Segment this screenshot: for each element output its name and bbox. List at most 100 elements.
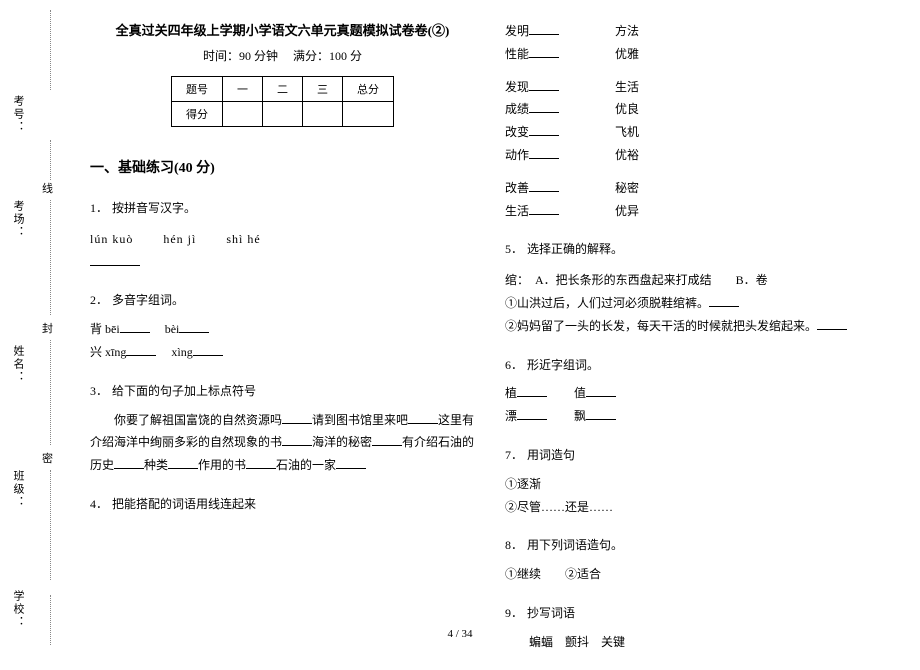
char: 漂 xyxy=(505,409,517,423)
table-cell xyxy=(263,102,303,127)
question-4: 4．把能搭配的词语用线连起来 xyxy=(90,493,475,516)
answer-blank[interactable] xyxy=(282,432,312,446)
pinyin: shì hé xyxy=(226,232,260,246)
section-heading: 一、基础练习(40 分) xyxy=(90,157,475,177)
answer-blank[interactable] xyxy=(586,406,616,420)
q5-line3-text: ②妈妈留了一头的长发，每天干活的时候就把头发绾起来。 xyxy=(505,319,817,333)
answer-blank[interactable] xyxy=(586,383,616,397)
q-num: 6． xyxy=(505,358,523,372)
binding-line xyxy=(50,200,51,315)
pair-left: 成绩 xyxy=(505,102,529,116)
q-text: 按拼音写汉字。 xyxy=(112,201,196,215)
multi-sound-row: 兴 xīng xìng xyxy=(90,341,475,364)
binding-label-school: 学校： xyxy=(10,590,26,629)
page-number: 4 / 34 xyxy=(447,628,472,640)
answer-blank[interactable] xyxy=(193,342,223,356)
answer-blank[interactable] xyxy=(126,342,156,356)
pair-right: 优雅 xyxy=(615,47,639,61)
answer-blank[interactable] xyxy=(336,455,366,469)
table-cell xyxy=(303,102,343,127)
answer-blank[interactable] xyxy=(529,145,559,159)
answer-blank[interactable] xyxy=(246,455,276,469)
score-table: 题号 一 二 三 总分 得分 xyxy=(171,76,394,127)
pair-left: 动作 xyxy=(505,148,529,162)
answer-blank[interactable] xyxy=(529,99,559,113)
pair-gap xyxy=(505,167,890,177)
left-column: 全真过关四年级上学期小学语文六单元真题模拟试卷卷(②) 时间：90 分钟 满分：… xyxy=(90,20,475,670)
answer-blank[interactable] xyxy=(529,122,559,136)
binding-line xyxy=(50,470,51,580)
q-num: 2． xyxy=(90,293,108,307)
q5-line2-text: ①山洪过后，人们过河必须脱鞋绾裤。 xyxy=(505,296,709,310)
answer-blank[interactable] xyxy=(529,77,559,91)
answer-blank[interactable] xyxy=(517,383,547,397)
question-2: 2． 多音字组词。 背 bēi bèi 兴 xīng xìng xyxy=(90,289,475,363)
answer-blank[interactable] xyxy=(529,201,559,215)
pair-row: 改善秘密 xyxy=(505,177,890,200)
question-9: 9．抄写词语 蝙蝠 颤抖 关键 xyxy=(505,602,890,654)
char: 植 xyxy=(505,386,517,400)
pair-left: 改善 xyxy=(505,181,529,195)
answer-blank[interactable] xyxy=(179,319,209,333)
table-header: 二 xyxy=(263,77,303,102)
q-num: 4． xyxy=(90,497,108,511)
q4-pairs: 发明方法 性能优雅 发现生活 成绩优良 改变飞机 动作优裕 改善秘密 生活优异 xyxy=(505,20,890,222)
pinyin: lún kuò xyxy=(90,232,133,246)
table-score-row: 得分 xyxy=(172,102,394,127)
binding-line xyxy=(50,340,51,445)
question-3: 3．给下面的句子加上标点符号 你要了解祖国富饶的自然资源吗请到图书馆里来吧这里有… xyxy=(90,380,475,477)
answer-blank[interactable] xyxy=(529,178,559,192)
q-num: 5． xyxy=(505,242,523,256)
blank-row xyxy=(90,251,475,274)
answer-blank[interactable] xyxy=(529,44,559,58)
char-pinyin: 背 bēi xyxy=(90,322,120,336)
answer-blank[interactable] xyxy=(120,319,150,333)
answer-blank[interactable] xyxy=(529,21,559,35)
pair-left: 改变 xyxy=(505,125,529,139)
char-pinyin: xìng xyxy=(171,345,192,359)
q-text: 用词造句 xyxy=(527,448,575,462)
question-7: 7．用词造句 ①逐渐 ②尽管……还是…… xyxy=(505,444,890,518)
pair-left: 发明 xyxy=(505,24,529,38)
q-text: 用下列词语造句。 xyxy=(527,538,623,552)
answer-blank[interactable] xyxy=(282,410,312,424)
pair-right: 方法 xyxy=(615,24,639,38)
q-text: 多音字组词。 xyxy=(112,293,184,307)
binding-char-mi: 密 xyxy=(42,450,53,466)
table-header: 三 xyxy=(303,77,343,102)
pair-right: 优裕 xyxy=(615,148,639,162)
binding-line xyxy=(50,595,51,645)
answer-blank[interactable] xyxy=(372,432,402,446)
answer-blank[interactable] xyxy=(90,252,140,266)
pair-row: 生活优异 xyxy=(505,200,890,223)
q-text: 形近字组词。 xyxy=(527,358,599,372)
answer-blank[interactable] xyxy=(408,410,438,424)
answer-blank[interactable] xyxy=(817,316,847,330)
multi-sound-row: 背 bēi bèi xyxy=(90,318,475,341)
binding-line xyxy=(50,140,51,180)
pair-row: 动作 优裕 xyxy=(505,144,890,167)
table-row-label: 得分 xyxy=(172,102,223,127)
q-num: 1． xyxy=(90,201,108,215)
q-num: 9． xyxy=(505,606,523,620)
pair-row: 改变 飞机 xyxy=(505,121,890,144)
pair-right: 生活 xyxy=(615,80,639,94)
pair-left: 发现 xyxy=(505,80,529,94)
answer-blank[interactable] xyxy=(168,455,198,469)
q-text: 抄写词语 xyxy=(527,606,575,620)
answer-blank[interactable] xyxy=(709,293,739,307)
pair-right: 飞机 xyxy=(615,125,639,139)
q8-l1: ①继续 ②适合 xyxy=(505,563,890,586)
pair-row: 成绩优良 xyxy=(505,98,890,121)
char: 飘 xyxy=(574,409,586,423)
score-label: 满分：100 分 xyxy=(293,49,362,63)
table-header: 总分 xyxy=(343,77,394,102)
answer-blank[interactable] xyxy=(114,455,144,469)
q5-line2: ①山洪过后，人们过河必须脱鞋绾裤。 xyxy=(505,292,890,315)
pair-row: 发明 方法 xyxy=(505,20,890,43)
right-column: 发明方法 性能优雅 发现生活 成绩优良 改变飞机 动作优裕 改善秘密 生活优异 … xyxy=(505,20,890,670)
answer-blank[interactable] xyxy=(517,406,547,420)
q-text: 选择正确的解释。 xyxy=(527,242,623,256)
binding-label-class: 班级： xyxy=(10,470,26,509)
content-area: 全真过关四年级上学期小学语文六单元真题模拟试卷卷(②) 时间：90 分钟 满分：… xyxy=(90,20,890,670)
